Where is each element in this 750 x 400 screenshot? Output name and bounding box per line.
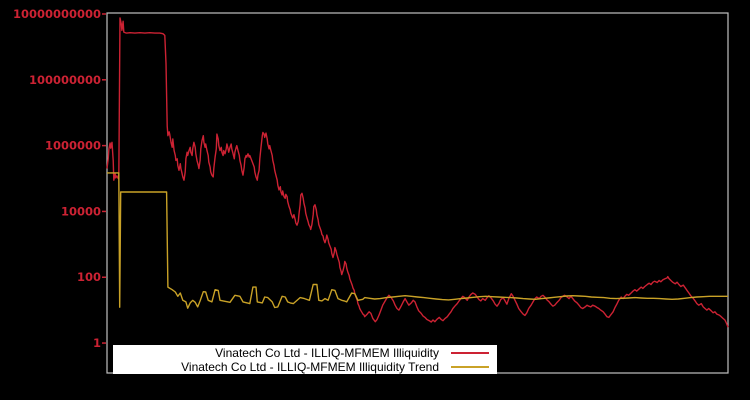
legend-label-trend: Vinatech Co Ltd - ILLIQ-MFMEM Illiquidit… bbox=[181, 359, 439, 374]
legend-label-illiquidity: Vinatech Co Ltd - ILLIQ-MFMEM Illiquidit… bbox=[215, 345, 439, 360]
trend-series-line bbox=[107, 172, 728, 309]
illiquidity-series-line bbox=[106, 17, 729, 328]
y-tick-label: 100 bbox=[77, 270, 101, 284]
y-tick-label: 10000000000 bbox=[13, 7, 101, 21]
plot-frame bbox=[106, 12, 729, 374]
y-tick-label: 10000 bbox=[61, 204, 101, 218]
y-tick-label: 100000000 bbox=[29, 73, 101, 87]
y-tick-label: 1 bbox=[93, 336, 101, 350]
legend-line-sample-illiquidity bbox=[451, 351, 489, 354]
legend-entry-illiquidity: Vinatech Co Ltd - ILLIQ-MFMEM Illiquidit… bbox=[113, 346, 497, 360]
legend-entry-trend: Vinatech Co Ltd - ILLIQ-MFMEM Illiquidit… bbox=[113, 360, 497, 374]
legend: Vinatech Co Ltd - ILLIQ-MFMEM Illiquidit… bbox=[113, 345, 497, 374]
y-tick-label: 1000000 bbox=[45, 139, 101, 153]
legend-line-sample-trend bbox=[451, 365, 489, 368]
